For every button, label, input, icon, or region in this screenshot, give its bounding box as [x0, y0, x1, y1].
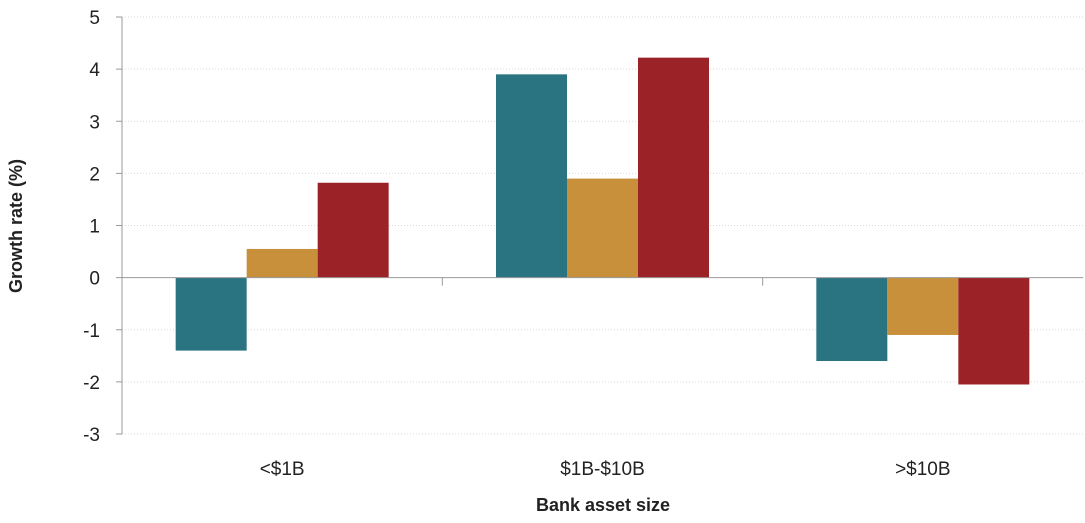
bars	[175, 57, 1030, 385]
y-axis-title: Growth rate (%)	[6, 159, 26, 293]
y-tick-label: 0	[89, 269, 100, 290]
y-tick-label: 5	[89, 8, 100, 29]
bar	[638, 57, 709, 278]
bar	[816, 277, 888, 362]
bar	[246, 248, 318, 278]
bar	[496, 74, 567, 278]
x-tick-label: >$10B	[895, 459, 950, 480]
bar	[887, 277, 959, 335]
y-tick-label: 3	[89, 112, 100, 133]
y-tick-label: -1	[83, 321, 100, 342]
y-tick-label: -3	[83, 425, 100, 446]
bar	[175, 277, 247, 351]
axes	[116, 16, 1083, 435]
x-axis-title: Bank asset size	[536, 495, 670, 515]
y-tick-label: 2	[89, 164, 100, 185]
bar	[958, 277, 1030, 385]
y-tick-label: -2	[83, 373, 100, 394]
bar	[317, 182, 389, 278]
x-tick-label: <$1B	[260, 459, 305, 480]
y-tick-label: 4	[89, 60, 100, 81]
y-tick-label: 1	[89, 217, 100, 238]
x-tick-label: $1B-$10B	[560, 459, 645, 480]
bar	[567, 178, 638, 278]
tick-labels: 5 4 3 2 1 0 -1 -2 -3 <$1B $1B-$10B >$10B	[83, 8, 950, 480]
